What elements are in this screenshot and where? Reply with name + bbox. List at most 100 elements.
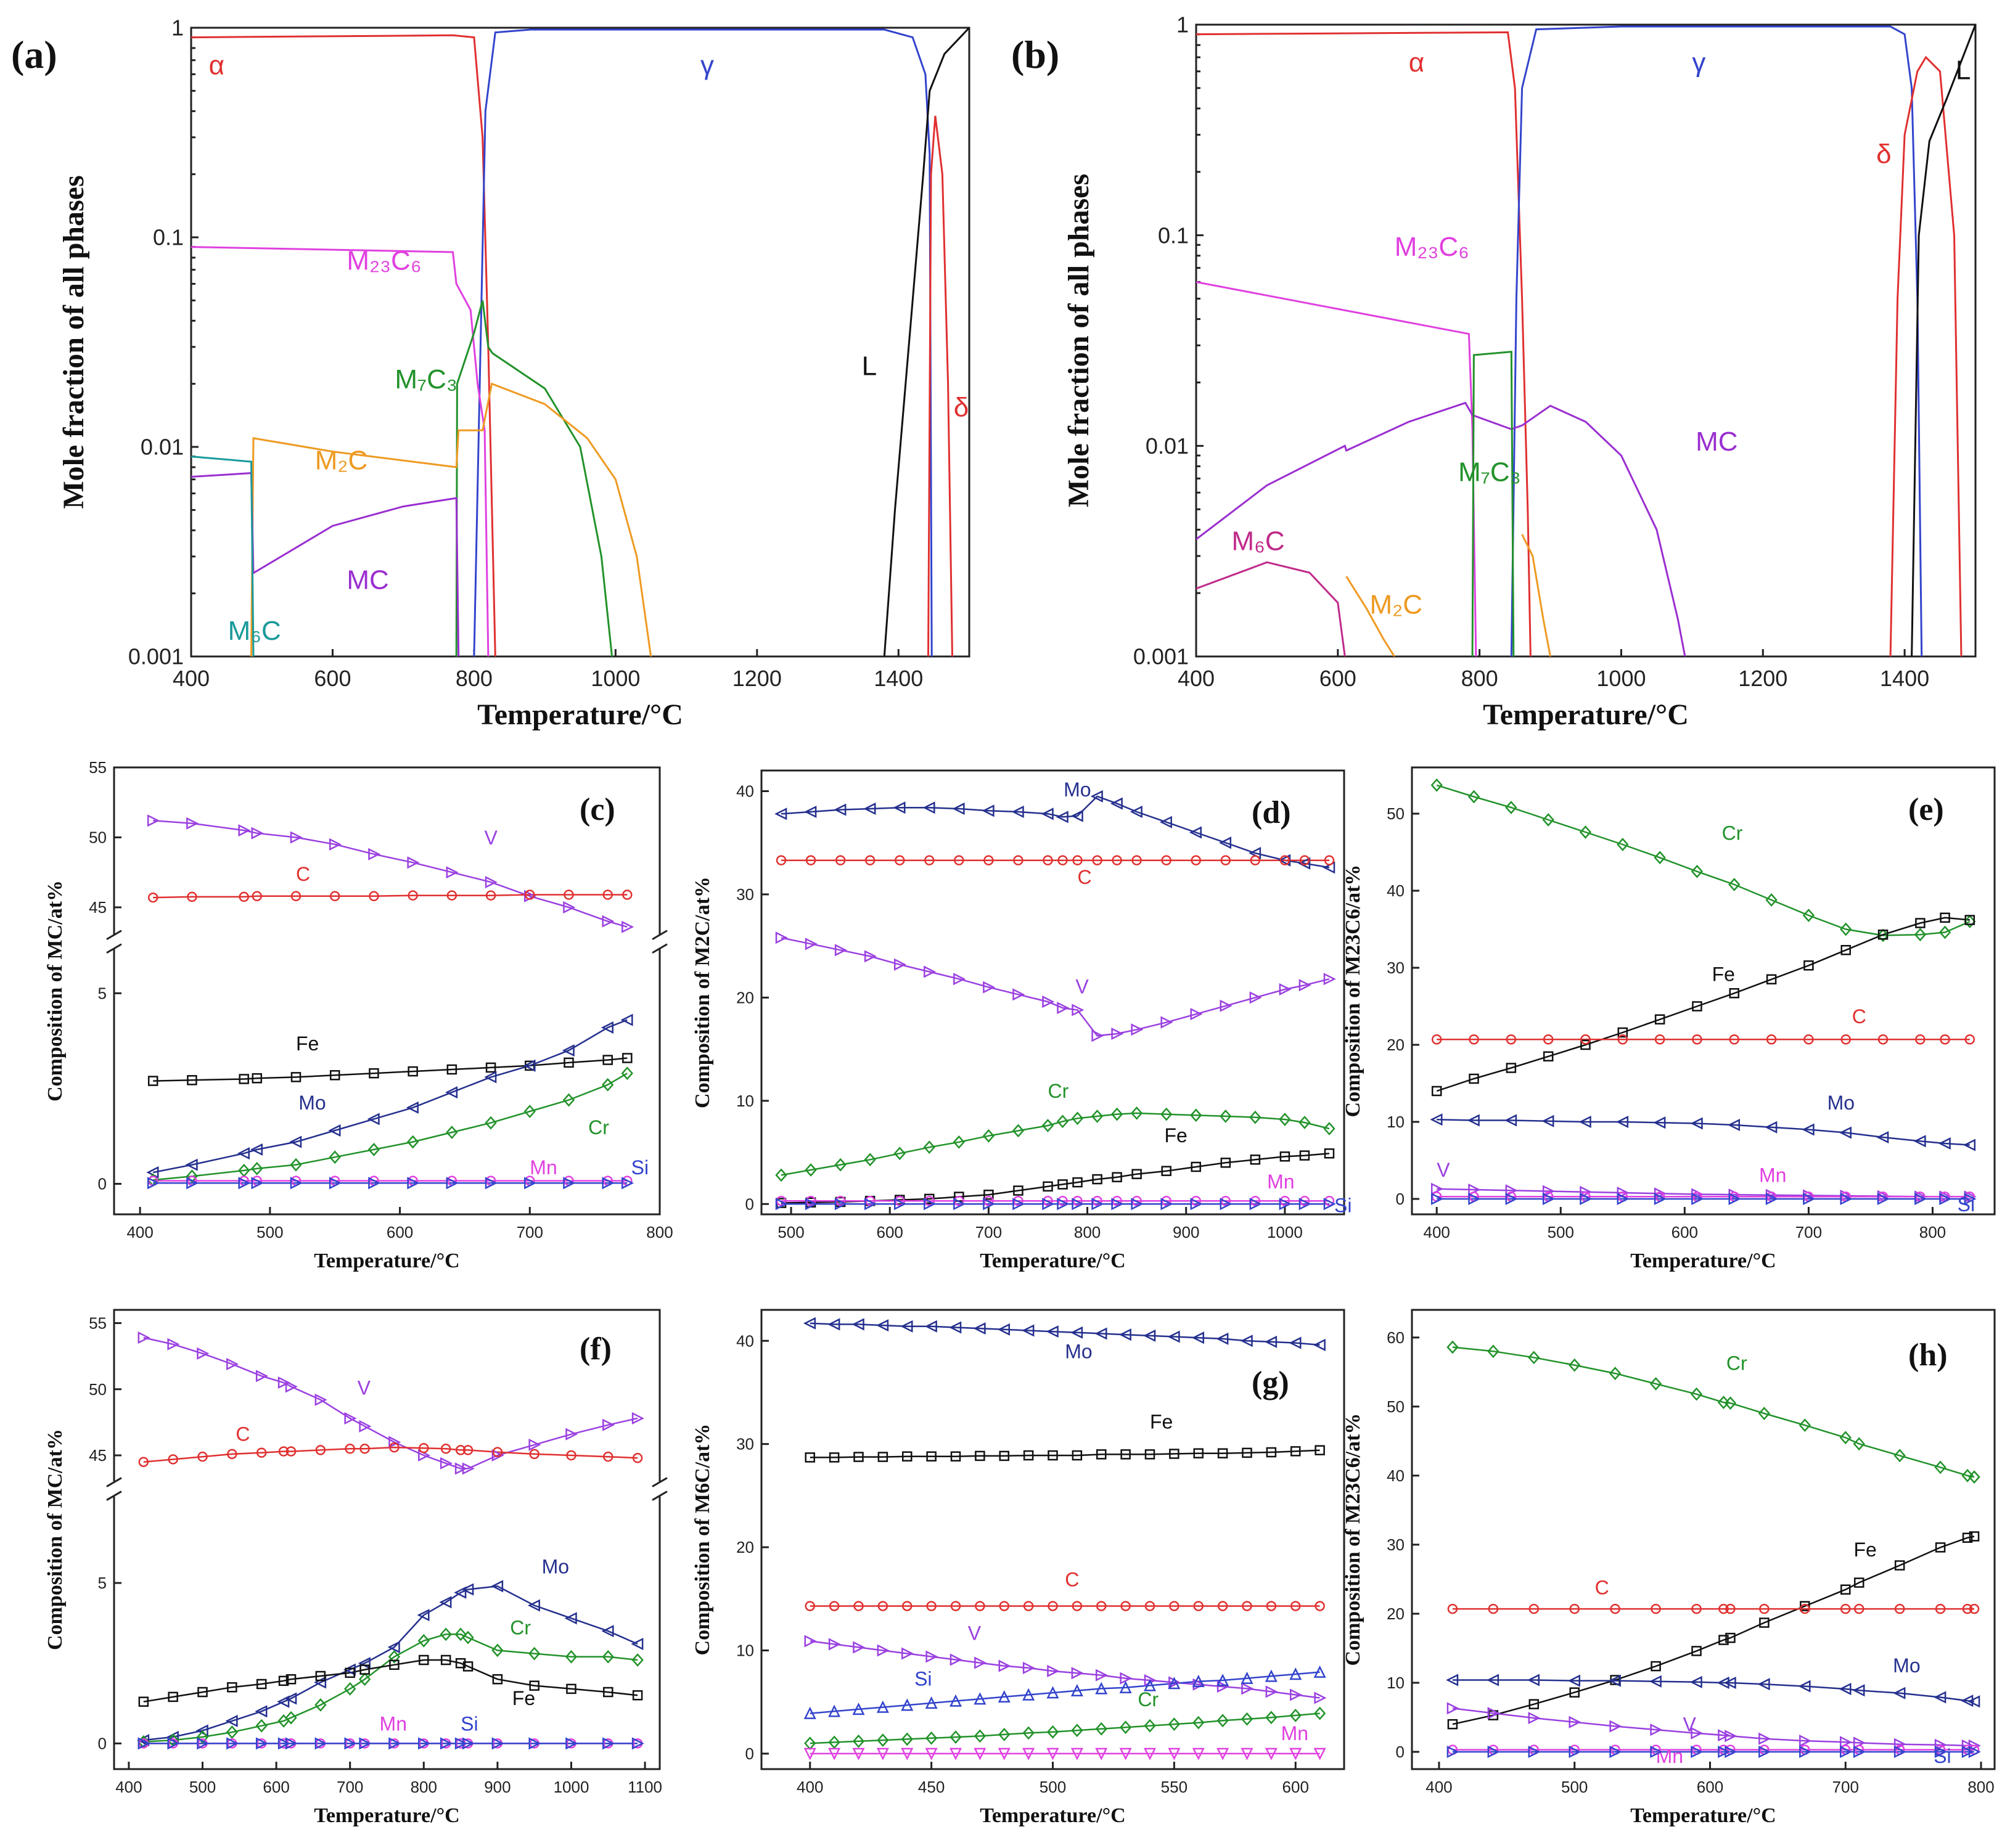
x-axis-title: Temperature/°C [1483, 698, 1689, 731]
data-point-fe [1759, 1617, 1770, 1628]
data-point-fe [1691, 1646, 1702, 1656]
data-point-fe [1120, 1449, 1131, 1460]
data-point-fe [389, 1659, 400, 1670]
data-point-mo [1130, 805, 1142, 818]
panel-label: (b) [1011, 33, 1059, 76]
data-point-c [1193, 1601, 1204, 1611]
data-point-v [485, 876, 498, 889]
data-point-c [1120, 1601, 1131, 1611]
data-point-si [1542, 1192, 1555, 1206]
axis-break-gap [110, 934, 118, 949]
data-point-c [197, 1451, 208, 1462]
data-point-fe [256, 1678, 267, 1690]
data-point-fe [1043, 1181, 1053, 1192]
data-point-cr [852, 1734, 865, 1748]
y-axis-title: Composition of M23C6/at% [1342, 1413, 1364, 1666]
series-line- [1889, 55, 1963, 656]
y-tick-label: 30 [1387, 1535, 1405, 1554]
data-point-v [277, 1376, 290, 1389]
data-point-v [314, 1393, 327, 1406]
data-point-cr [329, 1150, 341, 1164]
data-point-v [1323, 973, 1336, 986]
data-point-cr [565, 1650, 578, 1664]
data-point-si [1241, 1671, 1253, 1684]
data-point-c [894, 855, 905, 865]
y-tick-label: 0 [98, 1734, 107, 1752]
data-point-v [329, 838, 342, 851]
data-point-cr [1467, 790, 1480, 804]
data-point-c [389, 1442, 400, 1453]
data-point-c [1759, 1603, 1770, 1614]
data-point-v [563, 901, 576, 914]
data-point-cr [1505, 801, 1517, 814]
data-point-fe [187, 1075, 197, 1085]
data-point-c [1169, 1601, 1179, 1611]
series-label-c: C [296, 863, 310, 885]
data-point-cr [367, 1142, 380, 1156]
data-point-mn [1095, 1748, 1108, 1760]
data-point-c [278, 1446, 289, 1457]
data-point-cr [491, 1643, 504, 1658]
data-point-si [1091, 1198, 1104, 1211]
series-line-m23c6 [1196, 281, 1477, 656]
data-point-cr [462, 1630, 474, 1645]
data-point-c [1112, 855, 1122, 865]
y-tick-label: 0.001 [128, 644, 184, 669]
data-point-v [1111, 1027, 1124, 1040]
data-point-v [285, 1380, 298, 1393]
data-point-v [901, 1647, 914, 1660]
data-point-mo [284, 1692, 297, 1705]
data-point-mo [1852, 1684, 1865, 1697]
data-point-cr [1617, 838, 1629, 851]
data-point-cr [285, 1711, 297, 1725]
data-point-si [1840, 1745, 1853, 1759]
data-point-cr [1961, 1468, 1974, 1482]
y-tick-label: 40 [736, 782, 754, 801]
data-point-cr [1877, 928, 1889, 942]
series-label-fe: Fe [1164, 1124, 1187, 1147]
axis-break-mark [652, 1477, 668, 1487]
series-label-l: L [1956, 55, 1971, 86]
data-point-cr [1056, 1114, 1069, 1129]
data-point-fe [359, 1664, 370, 1675]
data-point-fe [1324, 1148, 1335, 1159]
x-tick-label: 400 [1178, 666, 1215, 691]
data-point-fe [462, 1661, 474, 1672]
series-label-cr: Cr [1138, 1688, 1159, 1711]
x-tick-label: 600 [1697, 1778, 1723, 1796]
y-tick-label: 0 [1396, 1190, 1405, 1208]
series-label-fe: Fe [1853, 1539, 1876, 1561]
data-point-si [1289, 1667, 1302, 1680]
x-tick-label: 700 [975, 1223, 1002, 1241]
data-point-si [1853, 1745, 1866, 1759]
x-tick-label: 600 [1319, 666, 1356, 691]
data-point-fe [1766, 974, 1777, 984]
data-point-c [1242, 1601, 1252, 1611]
series-line-cr [781, 1112, 1330, 1176]
data-point-cr [1649, 1376, 1662, 1391]
data-point-mn [1022, 1748, 1035, 1760]
data-point-v [998, 1659, 1011, 1672]
y-axis-title: Composition of M2C/at% [691, 877, 714, 1108]
y-tick-label: 30 [736, 885, 754, 904]
axis-break-mark [106, 1477, 122, 1487]
data-point-mn [901, 1748, 914, 1760]
x-tick-label: 800 [456, 666, 493, 691]
series-label-m6c: M₆C [1231, 526, 1284, 556]
data-point-mo [1467, 1114, 1480, 1127]
series-label-m23c6: M₂₃C₆ [347, 246, 421, 276]
y-tick-label: 1 [171, 15, 184, 41]
data-point-fe [1431, 1085, 1442, 1097]
data-point-fe [1013, 1185, 1023, 1196]
data-point-c [1528, 1603, 1540, 1614]
data-point-mo [893, 801, 906, 814]
data-point-mo [1802, 1123, 1815, 1136]
data-point-c [408, 890, 418, 901]
data-point-cr [290, 1158, 302, 1172]
data-point-fe [1580, 1039, 1591, 1050]
data-point-v [1012, 988, 1025, 1001]
series-label-mo: Mo [1893, 1654, 1920, 1677]
data-point-si [1799, 1745, 1812, 1759]
data-point-v [388, 1436, 401, 1449]
data-point-c [525, 889, 535, 900]
